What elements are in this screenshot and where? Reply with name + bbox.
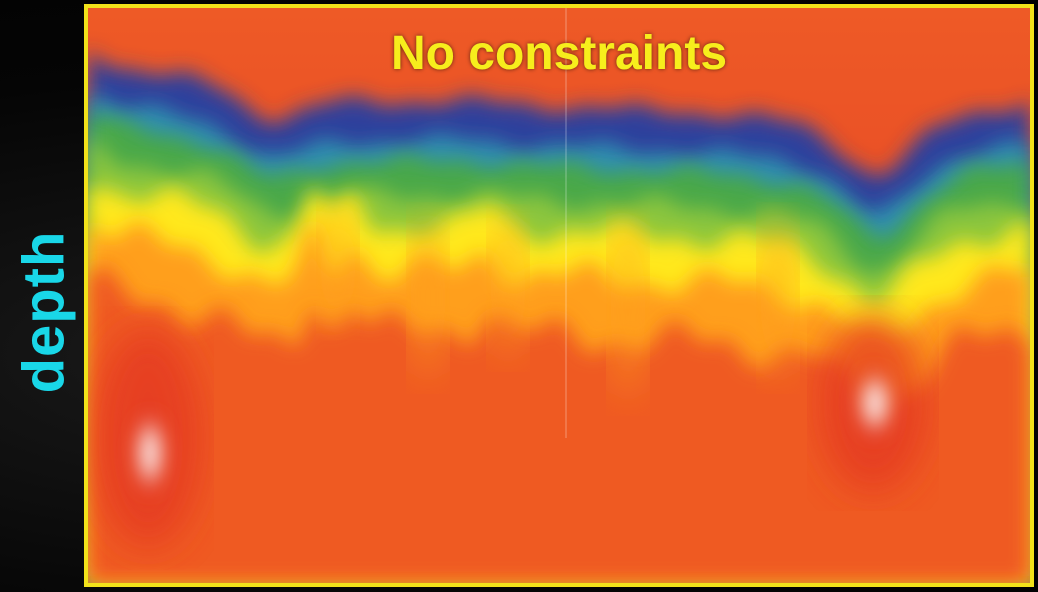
orange-streak-3 (490, 218, 526, 358)
panel-title: No constraints (390, 27, 728, 80)
depth-axis-label: depth (11, 230, 77, 394)
tomography-image (88, 8, 1030, 583)
white-hotspot-1 (132, 408, 168, 498)
orange-streak-2 (410, 218, 446, 378)
velocity-band-7 (88, 267, 1030, 583)
white-hotspot-2 (855, 365, 895, 441)
orange-streak-5 (760, 218, 796, 378)
orange-streak-1 (320, 208, 356, 328)
orange-streak-4 (610, 218, 646, 398)
tomography-panel: No constraints (84, 4, 1034, 587)
